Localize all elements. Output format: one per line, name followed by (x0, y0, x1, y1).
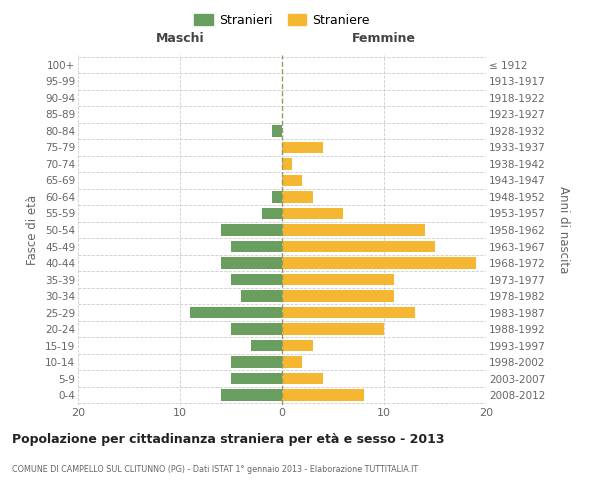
Bar (282, 191, 313, 203)
Text: Popolazione per cittadinanza straniera per età e sesso - 2013: Popolazione per cittadinanza straniera p… (12, 432, 445, 446)
Bar (231, 240, 282, 252)
Bar (282, 324, 384, 335)
Bar (231, 373, 282, 384)
Bar (231, 356, 282, 368)
Text: COMUNE DI CAMPELLO SUL CLITUNNO (PG) - Dati ISTAT 1° gennaio 2013 - Elaborazione: COMUNE DI CAMPELLO SUL CLITUNNO (PG) - D… (12, 466, 418, 474)
Text: Femmine: Femmine (352, 32, 416, 45)
Bar (262, 208, 282, 220)
Bar (190, 307, 282, 318)
Bar (221, 224, 282, 236)
Bar (251, 340, 282, 351)
Bar (282, 390, 364, 401)
Bar (282, 340, 313, 351)
Bar (282, 356, 302, 368)
Legend: Stranieri, Straniere: Stranieri, Straniere (189, 8, 375, 32)
Bar (282, 240, 435, 252)
Bar (282, 224, 425, 236)
Bar (282, 307, 415, 318)
Bar (282, 174, 302, 186)
Bar (282, 290, 394, 302)
Bar (241, 290, 282, 302)
Bar (272, 125, 282, 136)
Bar (221, 257, 282, 269)
Bar (282, 208, 343, 220)
Bar (282, 158, 292, 170)
Bar (282, 142, 323, 153)
Bar (282, 257, 476, 269)
Y-axis label: Anni di nascita: Anni di nascita (557, 186, 569, 274)
Bar (282, 274, 394, 285)
Text: Maschi: Maschi (155, 32, 205, 45)
Bar (272, 191, 282, 203)
Bar (231, 274, 282, 285)
Bar (231, 324, 282, 335)
Bar (282, 373, 323, 384)
Y-axis label: Fasce di età: Fasce di età (26, 195, 40, 265)
Bar (221, 390, 282, 401)
